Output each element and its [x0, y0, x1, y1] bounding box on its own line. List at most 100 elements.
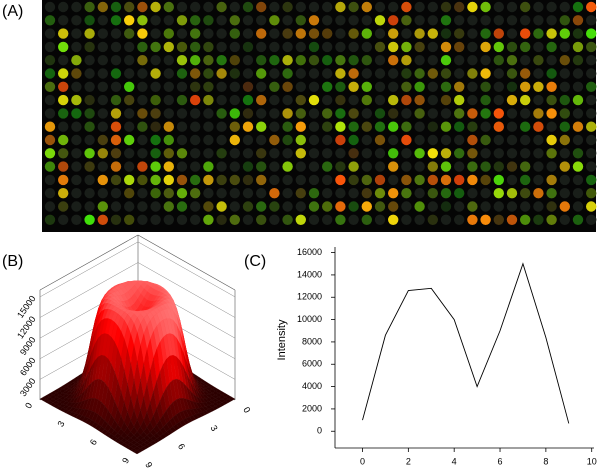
- spot: [335, 134, 346, 146]
- spot: [506, 161, 518, 172]
- spot: [361, 41, 372, 53]
- spot: [295, 41, 306, 53]
- spot: [427, 15, 438, 26]
- spot: [559, 174, 570, 186]
- spot: [414, 28, 425, 39]
- spot: [256, 148, 267, 159]
- spot: [440, 81, 452, 93]
- spot: [401, 214, 412, 225]
- spot: [58, 121, 69, 132]
- spot: [322, 161, 333, 172]
- spot: [124, 214, 135, 225]
- spot: [97, 108, 109, 119]
- spot: [348, 68, 359, 79]
- spot: [440, 174, 452, 186]
- spot: [572, 108, 584, 119]
- spot: [97, 81, 109, 93]
- spot: [150, 188, 161, 199]
- spot: [348, 108, 359, 119]
- spot: [44, 161, 56, 172]
- spot: [58, 201, 69, 212]
- spot: [520, 15, 531, 26]
- spot: [440, 201, 452, 212]
- spot: [163, 201, 174, 212]
- spot: [388, 108, 399, 119]
- spot: [163, 134, 174, 146]
- spot: [269, 68, 280, 79]
- spot: [84, 148, 95, 159]
- spot: [335, 161, 346, 172]
- panel-label: (B): [2, 253, 23, 270]
- spot: [454, 15, 465, 26]
- spot: [229, 1, 240, 13]
- spot: [216, 201, 227, 212]
- spot: [282, 188, 293, 199]
- spot: [480, 121, 491, 132]
- spot: [58, 174, 69, 186]
- spot: [308, 214, 320, 225]
- spot: [559, 108, 570, 119]
- spot: [388, 1, 399, 13]
- spot: [467, 41, 478, 53]
- spot: [190, 161, 201, 172]
- spot: [58, 214, 69, 225]
- spot: [190, 41, 201, 53]
- spot: [401, 41, 412, 53]
- spot: [374, 108, 386, 119]
- spot: [322, 15, 333, 26]
- spot: [190, 148, 201, 159]
- spot: [269, 94, 280, 106]
- spot: [97, 41, 109, 53]
- spot: [480, 134, 491, 146]
- spot: [176, 188, 188, 199]
- spot: [97, 94, 109, 106]
- spot: [493, 68, 504, 79]
- spot: [242, 81, 254, 93]
- spot: [282, 121, 293, 132]
- spot: [71, 108, 82, 119]
- spot: [44, 15, 56, 26]
- spot: [295, 121, 306, 132]
- spot: [150, 68, 161, 79]
- spot: [163, 41, 174, 53]
- spot: [586, 188, 597, 199]
- spot: [335, 68, 346, 79]
- spot: [546, 15, 557, 26]
- spot: [216, 174, 227, 186]
- spot: [229, 81, 240, 93]
- spot: [150, 108, 161, 119]
- spot: [256, 55, 267, 66]
- spot: [71, 94, 82, 106]
- spot: [203, 94, 214, 106]
- spot: [506, 41, 518, 53]
- spot: [176, 214, 188, 225]
- spot: [137, 15, 148, 26]
- spot: [506, 94, 518, 106]
- spot: [506, 15, 518, 26]
- spot: [493, 121, 504, 132]
- spot: [322, 41, 333, 53]
- spot: [559, 94, 570, 106]
- spot: [361, 188, 372, 199]
- spot: [84, 108, 95, 119]
- spot: [163, 121, 174, 132]
- spot: [256, 188, 267, 199]
- y-tick-label: 0: [23, 401, 34, 410]
- spot: [295, 134, 306, 146]
- spot: [229, 148, 240, 159]
- spot: [84, 55, 95, 66]
- spot: [110, 121, 122, 132]
- x-tick-label: 4: [452, 456, 457, 466]
- spot: [150, 94, 161, 106]
- spot: [440, 94, 452, 106]
- spot: [440, 161, 452, 172]
- spot: [559, 214, 570, 225]
- spot: [97, 161, 109, 172]
- spot: [440, 148, 452, 159]
- spot: [295, 28, 306, 39]
- spot: [401, 1, 412, 13]
- spot: [216, 108, 227, 119]
- spot: [84, 28, 95, 39]
- spot: [401, 68, 412, 79]
- spot: [520, 174, 531, 186]
